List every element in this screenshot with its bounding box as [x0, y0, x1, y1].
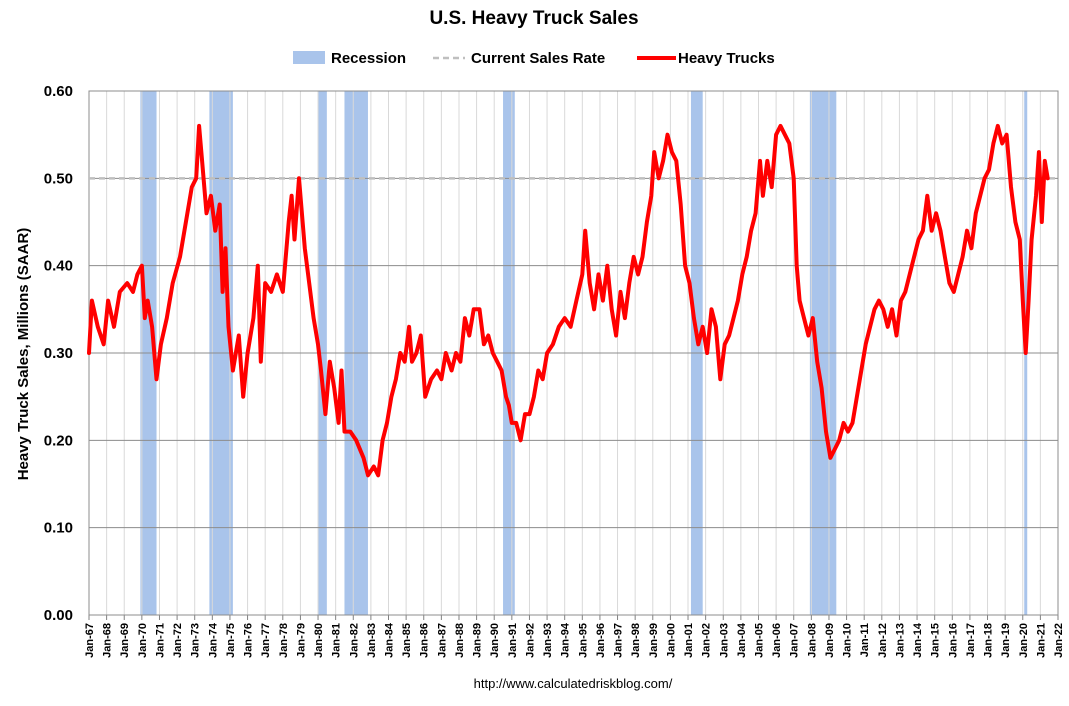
x-tick-label-53: Jan-20 — [1018, 623, 1030, 658]
x-tick-label-31: Jan-98 — [630, 623, 642, 658]
x-tick-label-44: Jan-11 — [859, 623, 871, 657]
x-tick-label-47: Jan-14 — [912, 622, 924, 658]
x-tick-label-39: Jan-06 — [771, 623, 783, 658]
x-tick-label-35: Jan-02 — [701, 623, 713, 658]
x-tick-label-43: Jan-10 — [842, 623, 854, 658]
x-tick-label-19: Jan-86 — [419, 623, 431, 658]
plot-area: Jan-67 Jan-68 Jan-69 Jan-70 Jan-71 Jan-72 Jan-… — [44, 83, 1065, 658]
legend: Recession Current Sales Rate Heavy Truck… — [293, 50, 775, 67]
chart-title: U.S. Heavy Truck Sales — [429, 8, 638, 29]
legend-label-recession: Recession — [331, 50, 406, 67]
series-line-heavy-trucks — [87, 123, 1050, 478]
x-tick-label-37: Jan-04 — [736, 622, 748, 658]
x-tick-label-26: Jan-93 — [542, 623, 554, 658]
x-tick-label-0: Jan-67 — [84, 623, 96, 658]
x-tick-label-12: Jan-79 — [295, 623, 307, 658]
x-tick-label-38: Jan-05 — [753, 623, 765, 658]
x-tick-label-25: Jan-92 — [524, 623, 536, 658]
x-tick-label-27: Jan-94 — [560, 622, 572, 658]
x-tick-label-32: Jan-99 — [648, 623, 660, 658]
legend-label-current-sales-rate: Current Sales Rate — [471, 50, 605, 67]
x-tick-label-51: Jan-18 — [983, 623, 995, 658]
x-tick-label-1: Jan-68 — [102, 623, 114, 658]
x-tick-label-8: Jan-75 — [225, 623, 237, 658]
x-tick-label-4: Jan-71 — [154, 623, 166, 658]
x-tick-label-24: Jan-91 — [507, 623, 519, 658]
x-tick-label-42: Jan-09 — [824, 623, 836, 658]
x-tick-label-2: Jan-69 — [119, 623, 131, 658]
y-tick-label-1: 0.10 — [44, 520, 73, 537]
x-tick-label-6: Jan-73 — [190, 623, 202, 658]
x-tick-label-54: Jan-21 — [1035, 623, 1047, 658]
x-tick-label-55: Jan-22 — [1053, 623, 1065, 658]
x-tick-label-23: Jan-90 — [489, 623, 501, 658]
y-tick-label-2: 0.20 — [44, 432, 73, 449]
x-tick-label-48: Jan-15 — [930, 623, 942, 658]
x-tick-label-33: Jan-00 — [665, 623, 677, 658]
x-tick-label-22: Jan-89 — [472, 623, 484, 658]
x-tick-label-49: Jan-16 — [947, 623, 959, 658]
legend-label-heavy-trucks: Heavy Trucks — [678, 50, 775, 67]
x-tick-label-40: Jan-07 — [789, 623, 801, 658]
x-tick-label-20: Jan-87 — [436, 623, 448, 658]
x-tick-label-18: Jan-85 — [401, 623, 413, 658]
x-tick-label-50: Jan-17 — [965, 623, 977, 658]
x-tick-label-9: Jan-76 — [243, 623, 255, 658]
x-tick-label-30: Jan-97 — [613, 623, 625, 658]
x-tick-label-5: Jan-72 — [172, 623, 184, 658]
x-tick-label-10: Jan-77 — [260, 623, 272, 658]
x-tick-label-17: Jan-84 — [384, 622, 396, 658]
x-tick-label-45: Jan-12 — [877, 623, 889, 658]
x-tick-label-7: Jan-74 — [207, 622, 219, 658]
y-tick-label-5: 0.50 — [44, 170, 73, 187]
y-tick-label-6: 0.60 — [44, 83, 73, 100]
x-tick-label-13: Jan-80 — [313, 623, 325, 658]
y-tick-label-3: 0.30 — [44, 345, 73, 362]
x-tick-label-28: Jan-95 — [577, 623, 589, 658]
x-tick-label-36: Jan-03 — [718, 623, 730, 658]
x-tick-label-29: Jan-96 — [595, 623, 607, 658]
x-tick-label-16: Jan-83 — [366, 623, 378, 658]
y-tick-label-0: 0.00 — [44, 607, 73, 624]
x-tick-label-34: Jan-01 — [683, 623, 695, 658]
legend-swatch-recession — [293, 51, 325, 64]
y-tick-label-4: 0.40 — [44, 258, 73, 275]
x-tick-label-46: Jan-13 — [894, 623, 906, 658]
x-tick-label-3: Jan-70 — [137, 623, 149, 658]
y-axis-label: Heavy Truck Sales, Millions (SAAR) — [15, 228, 32, 481]
x-tick-label-15: Jan-82 — [348, 623, 360, 658]
x-tick-label-21: Jan-88 — [454, 623, 466, 658]
source-credit: http://www.calculatedriskblog.com/ — [474, 676, 673, 691]
x-tick-label-52: Jan-19 — [1000, 623, 1012, 658]
x-tick-label-11: Jan-78 — [278, 623, 290, 658]
x-tick-label-41: Jan-08 — [806, 623, 818, 658]
x-tick-label-14: Jan-81 — [331, 623, 343, 658]
